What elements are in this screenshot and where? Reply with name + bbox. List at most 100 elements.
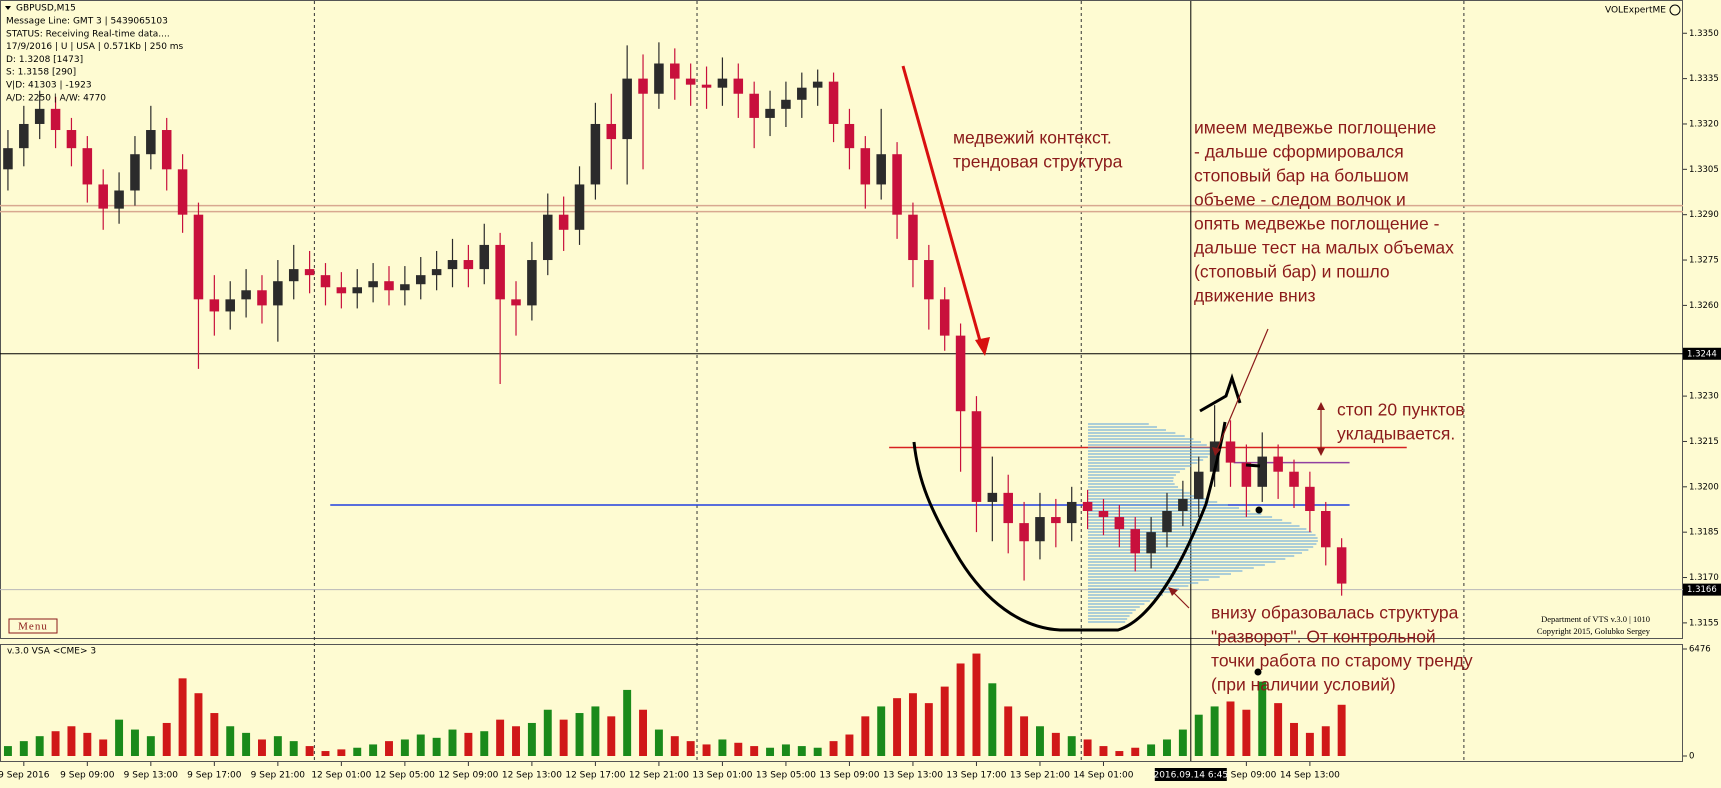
pointer-line xyxy=(1215,328,1269,453)
volume-bar xyxy=(940,686,949,756)
menu-button[interactable] xyxy=(8,618,58,634)
volume-bar xyxy=(1226,701,1235,756)
volume-bar xyxy=(829,741,838,756)
candle-body xyxy=(781,99,791,109)
volume-bar xyxy=(527,722,536,756)
volume-bar xyxy=(734,742,743,756)
status-line: Message Line: GMT 3 | 5439065103 xyxy=(6,17,168,27)
candle-body xyxy=(431,269,442,276)
volume-bar xyxy=(956,663,965,756)
candle-body xyxy=(654,63,664,94)
volume-bar xyxy=(654,729,663,756)
x-tick-label: 12 Sep 21:00 xyxy=(629,771,689,781)
volume-bar xyxy=(639,709,648,756)
volume-bar xyxy=(178,678,187,756)
candle-body xyxy=(1035,517,1045,542)
volume-bar xyxy=(194,693,203,756)
volume-bar xyxy=(1115,751,1124,756)
footer-line: Copyright 2015, Golubko Sergey xyxy=(1537,626,1651,636)
volume-bar xyxy=(1083,739,1092,756)
candle-body xyxy=(146,130,156,155)
candle-body xyxy=(66,130,77,149)
candle-body xyxy=(479,244,490,270)
annotation: объеме - следом волчок и xyxy=(1194,190,1406,210)
candle-body xyxy=(1257,456,1268,487)
trend-arrow xyxy=(901,65,984,349)
annotation: трендовая структура xyxy=(953,152,1123,172)
volume-panel-label: v.3.0 VSA <CME> 3 xyxy=(7,647,96,657)
x-tick-label: 12 Sep 05:00 xyxy=(375,771,435,781)
candle-body xyxy=(82,148,93,185)
candle-body xyxy=(320,275,331,288)
trend-arrow-head xyxy=(975,337,990,356)
main-frame xyxy=(0,0,1683,639)
dot-mark xyxy=(1254,668,1262,676)
last-price-box xyxy=(1683,583,1721,596)
candle-body xyxy=(1289,471,1299,487)
volume-bar xyxy=(861,716,870,756)
volume-bar xyxy=(1067,736,1076,756)
candle-body xyxy=(971,411,982,502)
collapse-icon[interactable] xyxy=(5,6,11,10)
volume-bar xyxy=(1321,726,1330,756)
y-tick-label: 1.3215 xyxy=(1689,437,1719,447)
x-tick-label: 13 Sep 13:00 xyxy=(883,771,943,781)
x-tick-label: 12 Sep 13:00 xyxy=(502,771,562,781)
candle-body xyxy=(892,154,902,215)
volume-bar xyxy=(258,739,266,756)
volume-bar xyxy=(972,653,981,756)
candle-body xyxy=(1273,456,1283,472)
status-line: V|D: 41303 | -1923 xyxy=(6,81,92,91)
y-tick-label: 1.3305 xyxy=(1689,165,1719,175)
candle-body xyxy=(622,78,632,140)
volume-tick-label: 0 xyxy=(1689,752,1694,762)
candle-body xyxy=(1320,511,1331,548)
candle-body xyxy=(161,130,172,170)
candle-body xyxy=(1082,501,1093,512)
volume-bar xyxy=(670,736,679,756)
volume-bar xyxy=(543,709,552,756)
volume-bar xyxy=(1147,744,1156,756)
volume-bar xyxy=(162,722,171,756)
candle-body xyxy=(812,81,823,88)
volume-bar xyxy=(432,737,441,756)
dot-mark xyxy=(1255,506,1263,514)
annotation: дальше тест на малых объемах xyxy=(1194,238,1454,258)
status-line: A/D: 2250 | A/W: 4770 xyxy=(6,93,106,103)
volume-bar xyxy=(67,726,76,756)
candle-body xyxy=(1209,441,1220,472)
annotation: (при наличии условий) xyxy=(1211,675,1396,695)
volume-bar xyxy=(1210,706,1219,756)
annotation: стоповый бар на большом xyxy=(1194,166,1409,186)
candle-body xyxy=(511,299,521,306)
volume-bar xyxy=(988,683,997,756)
volume-bar xyxy=(35,736,44,756)
volume-tick-label: 6476 xyxy=(1689,645,1711,655)
volume-bar xyxy=(877,706,886,756)
volume-bar xyxy=(337,749,346,756)
volume-bar xyxy=(623,689,632,756)
hand-drawing xyxy=(901,65,1325,676)
volume-bar xyxy=(591,706,600,756)
annotation: внизу образовалась структура xyxy=(1211,603,1459,623)
volume-bar xyxy=(480,731,489,756)
x-tick-label: 13 Sep 21:00 xyxy=(1010,771,1070,781)
candle-body xyxy=(177,169,188,215)
candle-body xyxy=(908,214,918,261)
candle-body xyxy=(193,214,204,300)
volume-bar xyxy=(1131,747,1140,756)
volume-bar xyxy=(686,741,695,756)
x-tick-label: 13 Sep 17:00 xyxy=(946,771,1006,781)
candle-body xyxy=(463,260,474,270)
menu-label[interactable]: Menu xyxy=(18,621,48,633)
volume-bar xyxy=(1035,726,1044,756)
annotation: стоп 20 пунктов xyxy=(1337,400,1465,420)
candle-body xyxy=(797,87,807,100)
candle-body xyxy=(590,123,601,185)
annotation: движение вниз xyxy=(1194,286,1316,306)
bottom-pointer-head xyxy=(1168,587,1178,596)
candle-body xyxy=(924,260,934,300)
x-tick-label: 13 Sep 09:00 xyxy=(819,771,879,781)
volume-bar xyxy=(385,741,393,756)
candle-body xyxy=(876,154,886,185)
